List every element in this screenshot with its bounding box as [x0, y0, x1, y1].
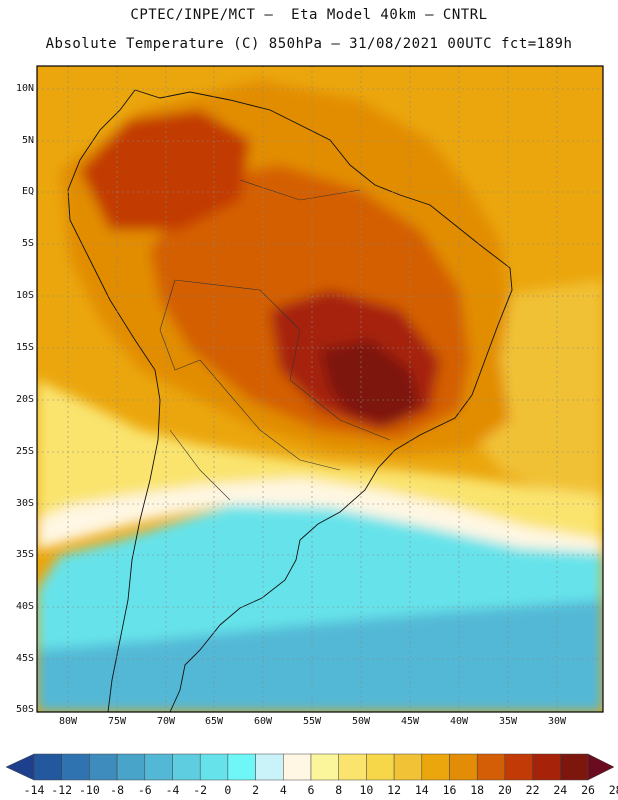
field-core-hottest: [320, 340, 420, 425]
colorbar-box: [449, 753, 478, 781]
colorbar-box: [421, 753, 450, 781]
lat-label-15s: 15S: [15, 342, 34, 353]
colorbar-tick-label: 20: [497, 783, 512, 797]
colorbar-box: [532, 753, 561, 781]
colorbar-tick-label: -2: [193, 783, 208, 797]
colorbar-box: [393, 753, 423, 781]
lat-label-25s: 25S: [15, 446, 34, 457]
colorbar-tick-label: 12: [387, 783, 402, 797]
colorbar: [5, 753, 615, 781]
lon-label-50w: 50W: [351, 716, 371, 727]
plot-frame: [36, 65, 604, 713]
lat-label-5s: 5S: [21, 238, 34, 249]
colorbar-box: [560, 753, 589, 781]
colorbar-box: [310, 753, 339, 781]
country-borders: [159, 179, 391, 501]
field-northern-hot: [80, 110, 250, 230]
colorbar-tick-label: 18: [470, 783, 485, 797]
field-central-warm: [37, 380, 603, 540]
lon-label-75w: 75W: [107, 716, 127, 727]
lat-label-50s: 50S: [15, 704, 34, 715]
colorbar-tick-label: 26: [581, 783, 595, 797]
field-transition-band: [37, 478, 603, 553]
colorbar-tick-label: 8: [335, 783, 343, 797]
lat-label-20s: 20S: [15, 394, 34, 405]
colorbar-tick-label: 14: [414, 783, 429, 797]
colorbar-box: [338, 753, 367, 781]
colorbar-box: [283, 753, 312, 781]
colorbar-tick-label: 22: [525, 783, 540, 797]
colorbar-tick-label: -4: [165, 783, 180, 797]
lon-label-55w: 55W: [302, 716, 322, 727]
colorbar-box: [144, 753, 173, 781]
colorbar-tick-label: -12: [51, 783, 73, 797]
graticule: [37, 66, 603, 712]
lon-label-40w: 40W: [449, 716, 469, 727]
colorbar-arrow-high: [587, 753, 615, 781]
lon-label-30w: 30W: [547, 716, 567, 727]
lat-label-30s: 30S: [15, 498, 34, 509]
lat-label-45s: 45S: [15, 653, 34, 664]
colorbar-tick-label: 4: [279, 783, 287, 797]
colorbar-tick-label: -14: [23, 783, 45, 797]
colorbar-box: [504, 753, 533, 781]
lat-label-eq: EQ: [21, 186, 34, 197]
colorbar-box: [255, 753, 284, 781]
colorbar-box: [476, 753, 506, 781]
colorbar-box: [33, 753, 62, 781]
field-southern-cone-cool: [37, 500, 603, 650]
lat-label-35s: 35S: [15, 549, 34, 560]
colorbar-box: [227, 753, 256, 781]
coastline: [67, 89, 513, 712]
lat-label-5n: 5N: [21, 135, 34, 146]
title-line-2: Absolute Temperature (C) 850hPa – 31/08/…: [45, 36, 573, 52]
colorbar-box: [116, 753, 146, 781]
colorbar-tick-label: 28: [608, 783, 618, 797]
lat-label-10n: 10N: [15, 83, 34, 94]
lon-label-80w: 80W: [58, 716, 78, 727]
lon-label-70w: 70W: [156, 716, 176, 727]
colorbar-tick-label: 16: [442, 783, 457, 797]
colorbar-tick-label: -8: [110, 783, 125, 797]
colorbar-tick-label: 24: [553, 783, 568, 797]
colorbar-box: [172, 753, 201, 781]
lon-label-45w: 45W: [400, 716, 420, 727]
title-line-1: CPTEC/INPE/MCT – Eta Model 40km – CNTRL: [130, 7, 488, 23]
lat-label-10s: 10S: [15, 290, 34, 301]
lon-label-35w: 35W: [498, 716, 518, 727]
colorbar-tick-label: -6: [137, 783, 152, 797]
lat-label-40s: 40S: [15, 601, 34, 612]
colorbar-box: [61, 753, 90, 781]
colorbar-box: [366, 753, 395, 781]
colorbar-arrow-low: [5, 753, 35, 781]
colorbar-tick-label: 2: [252, 783, 260, 797]
colorbar-tick-label: 0: [224, 783, 232, 797]
colorbar-box: [89, 753, 118, 781]
colorbar-tick-label: 6: [307, 783, 315, 797]
colorbar-tick-label: 10: [359, 783, 374, 797]
lon-label-60w: 60W: [253, 716, 273, 727]
colorbar-box: [199, 753, 229, 781]
colorbar-tick-label: -10: [79, 783, 100, 797]
lon-label-65w: 65W: [204, 716, 224, 727]
